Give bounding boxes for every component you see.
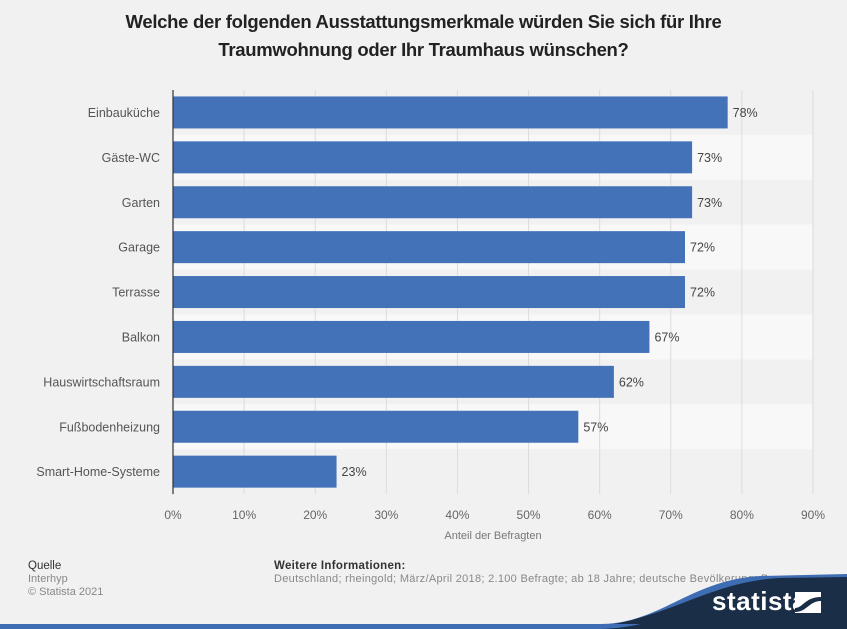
copyright: © Statista 2021 xyxy=(28,586,104,598)
chart-title-line-2: Traumwohnung oder Ihr Traumhaus wünschen… xyxy=(218,39,629,60)
category-label: Garten xyxy=(122,196,160,210)
more-info-text: Deutschland; rheingold; März/April 2018;… xyxy=(274,573,779,585)
x-tick-label: 70% xyxy=(659,508,683,522)
value-label: 57% xyxy=(583,420,608,434)
bar[interactable] xyxy=(173,231,685,264)
category-label: Terrasse xyxy=(112,286,160,300)
x-tick-label: 30% xyxy=(374,508,398,522)
value-label: 73% xyxy=(697,151,722,165)
bar[interactable] xyxy=(173,365,614,398)
bar[interactable] xyxy=(173,410,579,443)
x-axis-title: Anteil der Befragten xyxy=(444,530,541,542)
more-info-block: Weitere Informationen: Deutschland; rhei… xyxy=(274,560,794,586)
chart-title: Welche der folgenden Ausstattungsmerkmal… xyxy=(0,8,847,64)
value-label: 78% xyxy=(733,106,758,120)
category-label: Hauswirtschaftsraum xyxy=(43,375,160,389)
category-label: Balkon xyxy=(122,330,160,344)
bar[interactable] xyxy=(173,320,650,353)
category-label: Einbauküche xyxy=(88,106,160,120)
more-info-heading[interactable]: Weitere Informationen: xyxy=(274,560,406,572)
bar[interactable] xyxy=(173,141,693,174)
value-label: 62% xyxy=(619,375,644,389)
bar-chart: Einbauküche Gäste-WC Garten Garage Terrasse B… xyxy=(36,90,825,542)
value-label: 73% xyxy=(697,196,722,210)
x-tick-label: 10% xyxy=(232,508,256,522)
category-label: Fußbodenheizung xyxy=(59,420,160,434)
x-tick-label: 40% xyxy=(445,508,469,522)
x-tick-labels: 0% 10% 20% 30% 40% 50% 60% 70% 80% 90% xyxy=(164,508,825,522)
source-heading: Quelle xyxy=(28,560,62,572)
statista-logo[interactable]: statista xyxy=(712,586,808,616)
x-tick-label: 50% xyxy=(517,508,541,522)
category-label: Smart-Home-Systeme xyxy=(36,465,160,479)
footer-bottom-stripe xyxy=(0,624,847,629)
value-label: 23% xyxy=(342,465,367,479)
bar[interactable] xyxy=(173,455,337,488)
chart-title-line-1: Welche der folgenden Ausstattungsmerkmal… xyxy=(125,11,722,32)
x-tick-label: 90% xyxy=(801,508,825,522)
bars xyxy=(173,96,728,488)
x-tick-label: 80% xyxy=(730,508,754,522)
value-labels: 78% 73% 73% 72% 72% 67% 62% 57% 23% xyxy=(342,106,758,479)
source-block: Quelle Interhyp © Statista 2021 xyxy=(28,560,103,599)
bar[interactable] xyxy=(173,276,685,309)
bar[interactable] xyxy=(173,186,693,219)
value-label: 72% xyxy=(690,286,715,300)
x-tick-label: 60% xyxy=(588,508,612,522)
statista-logo-icon xyxy=(795,592,821,613)
category-label: Gäste-WC xyxy=(102,151,160,165)
value-label: 67% xyxy=(654,330,679,344)
x-tick-label: 0% xyxy=(164,508,182,522)
value-label: 72% xyxy=(690,241,715,255)
bar[interactable] xyxy=(173,96,728,129)
category-labels: Einbauküche Gäste-WC Garten Garage Terrasse B… xyxy=(36,106,160,479)
category-label: Garage xyxy=(118,241,160,255)
source-name[interactable]: Interhyp xyxy=(28,573,68,585)
x-tick-label: 20% xyxy=(303,508,327,522)
